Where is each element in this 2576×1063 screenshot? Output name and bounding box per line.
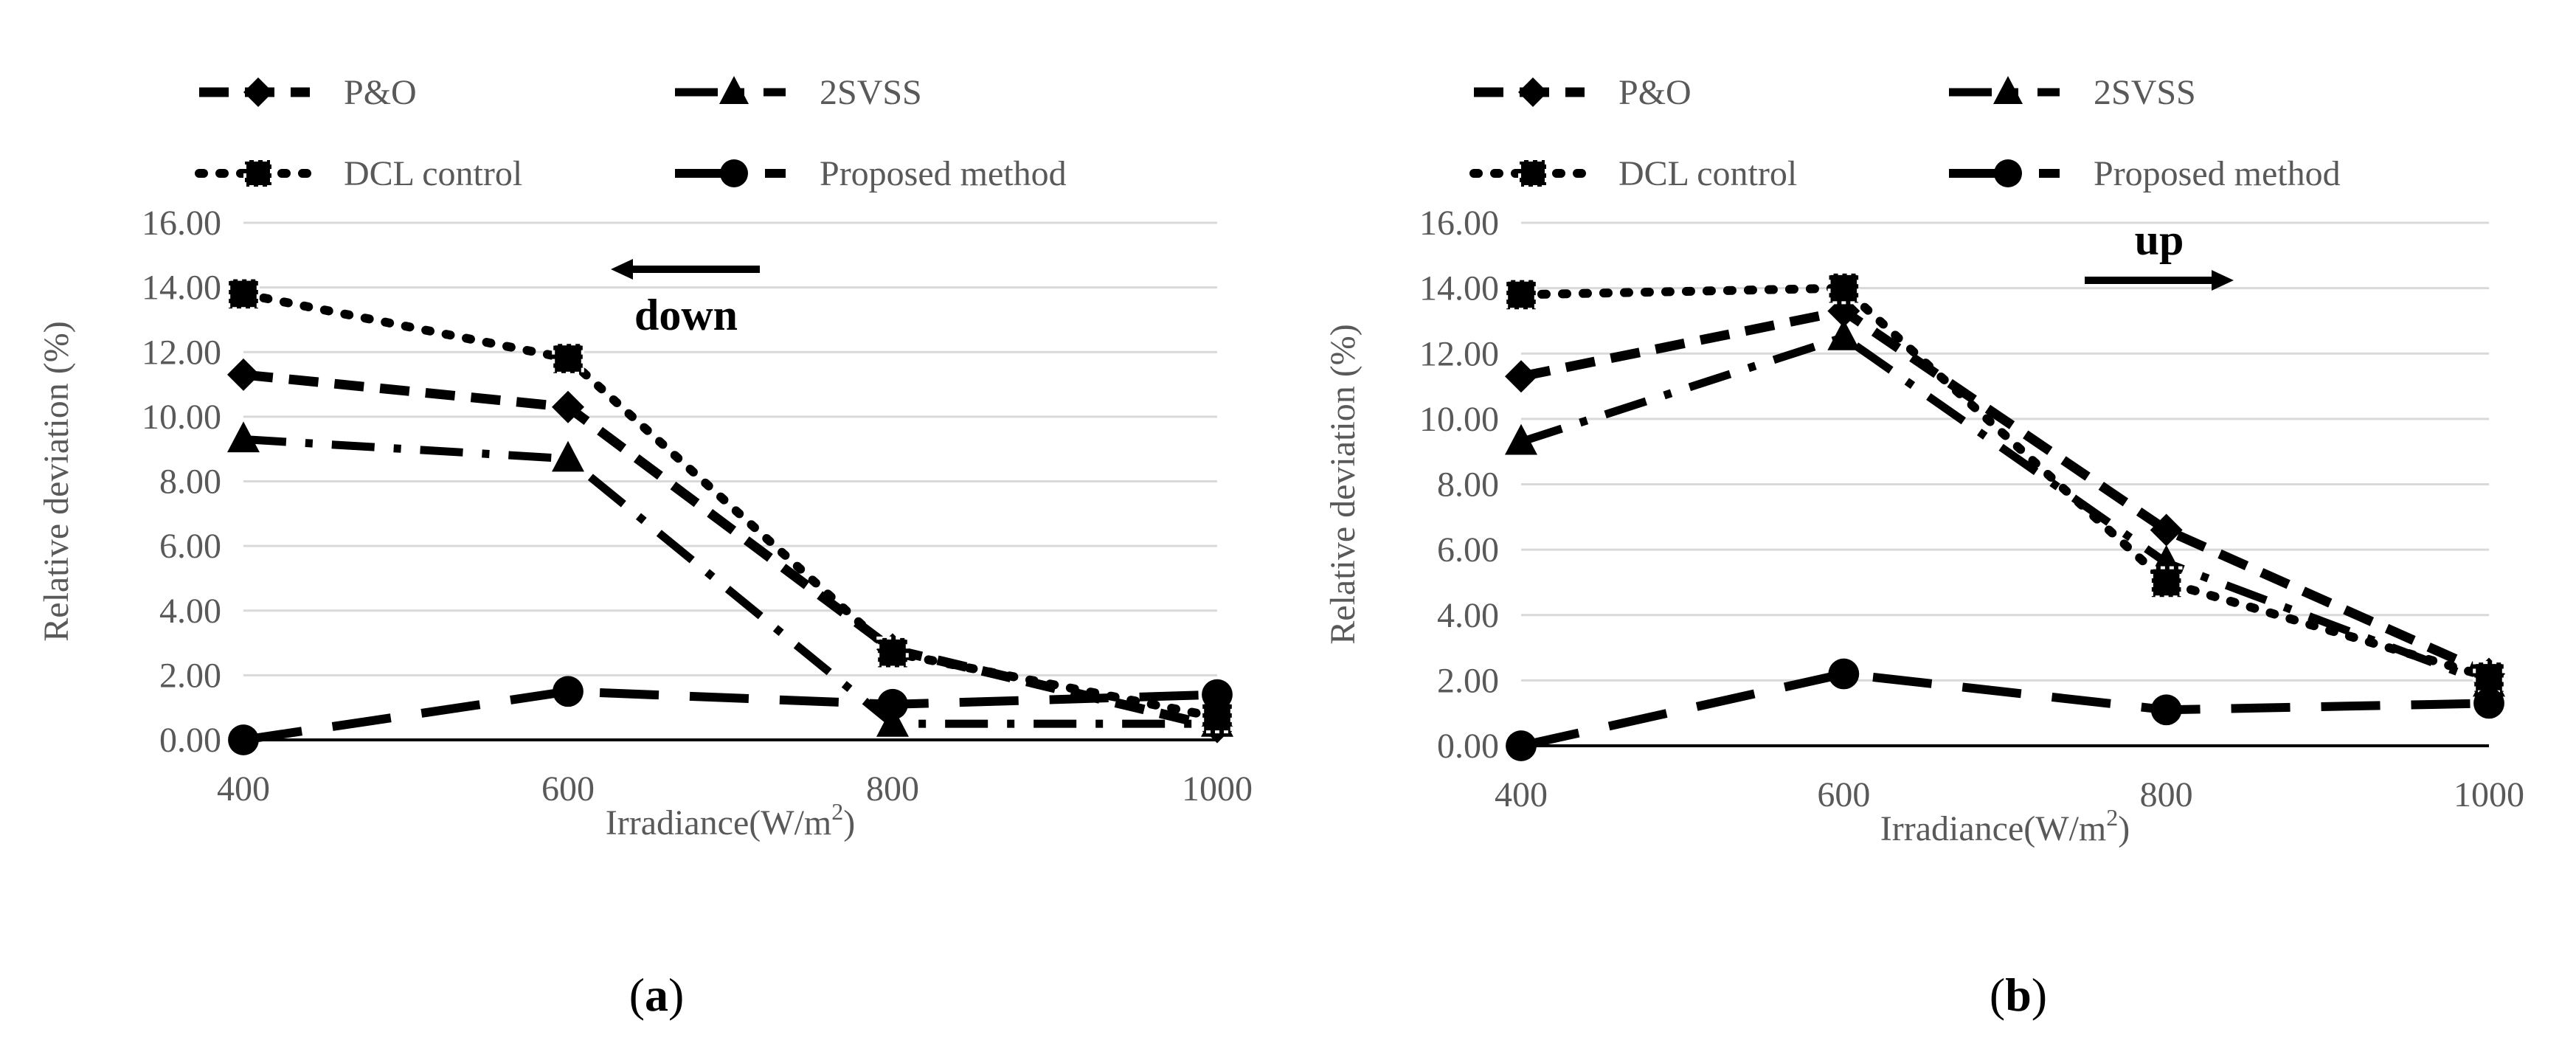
legend-marker-dcl bbox=[1518, 159, 1548, 188]
y-axis-label: Relative deviation (%) bbox=[1323, 324, 1363, 645]
data-point-svss bbox=[227, 421, 260, 453]
y-tick-label: 0.00 bbox=[159, 721, 221, 760]
legend-marker-proposed bbox=[1994, 159, 2022, 187]
legend-label-dcl: DCL control bbox=[344, 154, 522, 193]
y-tick-label: 14.00 bbox=[142, 269, 221, 308]
y-tick-label: 6.00 bbox=[1437, 530, 1499, 569]
y-tick-label: 10.00 bbox=[142, 398, 221, 437]
y-tick-label: 12.00 bbox=[1419, 334, 1499, 373]
legend-label-po: P&O bbox=[1618, 73, 1692, 112]
y-tick-label: 8.00 bbox=[159, 463, 221, 502]
data-point-po bbox=[227, 358, 260, 391]
y-tick-label: 16.00 bbox=[1419, 204, 1499, 243]
y-tick-label: 4.00 bbox=[159, 592, 221, 631]
legend-item-dcl: DCL control bbox=[195, 154, 522, 193]
x-axis-label: Irradiance(W/m2) bbox=[606, 798, 855, 842]
legend-marker-svss bbox=[719, 76, 749, 104]
legend-marker-po bbox=[1518, 77, 1548, 107]
data-point-proposed bbox=[1202, 679, 1233, 710]
legend-label-proposed: Proposed method bbox=[2094, 154, 2341, 193]
legend-label-proposed: Proposed method bbox=[820, 154, 1067, 193]
x-tick-label: 1000 bbox=[1182, 769, 1253, 808]
legend-marker-svss bbox=[1993, 76, 2023, 104]
annotation-text: up bbox=[2135, 215, 2184, 264]
series-line-proposed bbox=[243, 687, 1218, 744]
legend-marker-dcl bbox=[243, 159, 273, 188]
series-line-po bbox=[243, 370, 1219, 732]
data-point-svss bbox=[876, 705, 909, 737]
x-tick-label: 800 bbox=[866, 769, 919, 808]
series-line-svss bbox=[1520, 333, 2490, 688]
data-point-proposed bbox=[877, 688, 908, 720]
legend-marker-po bbox=[243, 77, 273, 107]
y-tick-label: 2.00 bbox=[1437, 661, 1499, 700]
series-line-proposed bbox=[1520, 669, 2490, 750]
data-point-proposed bbox=[1828, 658, 1860, 690]
y-tick-label: 10.00 bbox=[1419, 400, 1499, 439]
legend-item-po: P&O bbox=[199, 73, 417, 112]
panel-label: (a) bbox=[629, 969, 685, 1021]
data-point-dcl bbox=[1505, 278, 1537, 311]
legend-item-dcl: DCL control bbox=[1469, 154, 1797, 193]
data-point-dcl bbox=[1827, 271, 1860, 305]
legend-item-svss: 2SVSS bbox=[675, 73, 922, 112]
data-point-svss bbox=[1827, 319, 1860, 350]
chart-b: 0.00 2.00 4.00 6.00 8.00 10.00 12.00 14.00 16.00… bbox=[1323, 73, 2524, 1021]
series-line-po bbox=[1520, 306, 2491, 679]
y-tick-label: 14.00 bbox=[1419, 269, 1499, 308]
x-tick-label: 400 bbox=[217, 769, 270, 808]
series-line-dcl bbox=[239, 289, 1222, 722]
data-point-proposed bbox=[553, 676, 584, 707]
y-tick-label: 0.00 bbox=[1437, 727, 1499, 766]
series-line-dcl bbox=[1517, 283, 2493, 682]
y-tick-label: 16.00 bbox=[142, 204, 221, 243]
y-axis-label: Relative deviation (%) bbox=[37, 321, 76, 642]
annotation-arrow bbox=[2085, 270, 2234, 291]
legend-item-proposed: Proposed method bbox=[675, 154, 1067, 193]
data-point-po bbox=[1505, 360, 1537, 393]
legend-label-svss: 2SVSS bbox=[2094, 73, 2196, 112]
data-point-dcl bbox=[2473, 661, 2505, 693]
data-point-proposed bbox=[2150, 694, 2182, 726]
data-point-dcl bbox=[2150, 566, 2183, 599]
data-point-proposed bbox=[2473, 688, 2504, 719]
data-point-po bbox=[552, 390, 584, 423]
legend-item-proposed: Proposed method bbox=[1949, 154, 2341, 193]
x-tick-label: 1000 bbox=[2454, 775, 2524, 814]
y-tick-label: 2.00 bbox=[159, 656, 221, 695]
x-tick-label: 600 bbox=[1817, 775, 1870, 814]
legend-item-svss: 2SVSS bbox=[1949, 73, 2196, 112]
chart-panel-b: 0.00 2.00 4.00 6.00 8.00 10.00 12.00 14.00 16.00… bbox=[1288, 0, 2576, 1063]
chart-panel-a: 0.00 2.00 4.00 6.00 8.00 10.00 12.00 14.00 16.00… bbox=[37, 73, 1253, 1021]
y-tick-label: 6.00 bbox=[159, 527, 221, 566]
x-tick-label: 800 bbox=[2140, 775, 2193, 814]
data-point-proposed bbox=[228, 724, 259, 755]
legend-label-po: P&O bbox=[344, 73, 417, 112]
x-tick-label: 400 bbox=[1495, 775, 1548, 814]
annotation-arrow bbox=[611, 259, 760, 280]
legend-item-po: P&O bbox=[1474, 73, 1692, 112]
y-tick-label: 8.00 bbox=[1437, 465, 1499, 505]
data-point-po bbox=[2150, 513, 2183, 547]
annotation-text: down bbox=[634, 291, 738, 339]
panel-label: (b) bbox=[1990, 969, 2047, 1021]
data-point-dcl bbox=[876, 636, 909, 669]
data-point-svss bbox=[1505, 423, 1537, 455]
y-tick-label: 12.00 bbox=[142, 333, 221, 372]
y-tick-label: 4.00 bbox=[1437, 596, 1499, 635]
data-point-proposed bbox=[1506, 730, 1537, 761]
data-point-dcl bbox=[227, 277, 260, 311]
data-point-dcl bbox=[552, 342, 584, 375]
data-point-svss bbox=[552, 440, 584, 472]
x-tick-label: 600 bbox=[541, 769, 595, 808]
legend-label-svss: 2SVSS bbox=[820, 73, 922, 112]
legend-label-dcl: DCL control bbox=[1618, 154, 1797, 193]
chart-a: 0.00 2.00 4.00 6.00 8.00 10.00 12.00 14.00 16.00… bbox=[37, 73, 1253, 1021]
series-line-svss bbox=[243, 435, 1217, 728]
x-axis-label: Irradiance(W/m2) bbox=[1880, 804, 2130, 848]
legend-marker-proposed bbox=[720, 159, 748, 187]
